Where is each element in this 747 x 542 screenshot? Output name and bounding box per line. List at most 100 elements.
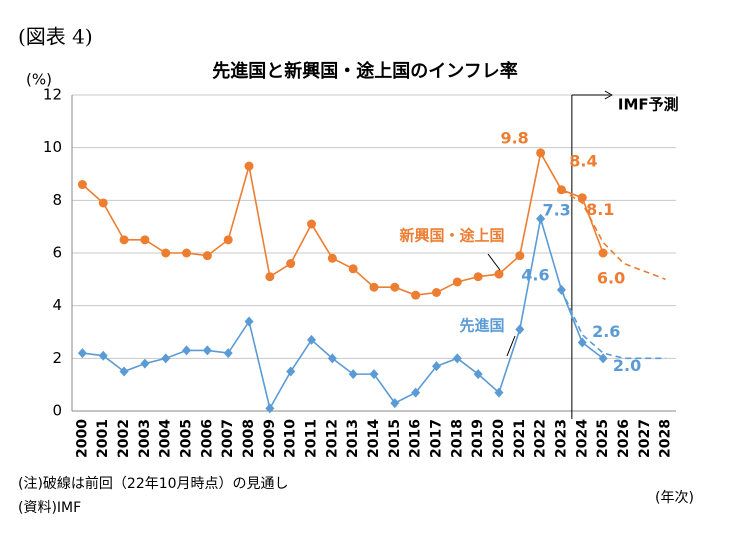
- x-tick-label: 2023: [553, 419, 569, 458]
- marker: [286, 366, 296, 377]
- marker: [577, 337, 587, 348]
- source: (資料)IMF: [18, 500, 81, 516]
- marker: [536, 148, 546, 158]
- y-axis-label: (%): [26, 71, 52, 89]
- x-tick-label: 2006: [199, 419, 215, 458]
- marker: [411, 387, 421, 398]
- marker: [140, 235, 150, 245]
- marker: [223, 235, 233, 245]
- marker: [536, 213, 546, 224]
- x-tick-label: 2007: [220, 419, 236, 458]
- series-label-pointer: [506, 335, 516, 357]
- forecast-label: IMF予測: [618, 96, 679, 114]
- marker: [390, 282, 400, 292]
- x-tick-label: 2001: [95, 419, 111, 458]
- marker: [161, 248, 171, 258]
- marker: [348, 264, 358, 274]
- marker: [431, 361, 441, 372]
- series-label: 先進国: [459, 317, 504, 335]
- x-tick-label: 2018: [449, 419, 465, 458]
- marker: [577, 193, 587, 203]
- marker: [140, 358, 150, 369]
- marker: [202, 251, 212, 261]
- marker: [473, 369, 483, 380]
- marker: [77, 348, 87, 359]
- marker: [98, 350, 108, 361]
- data-label: 6.0: [597, 269, 625, 288]
- marker: [431, 288, 441, 297]
- marker: [119, 235, 129, 245]
- data-label: 2.0: [613, 356, 641, 375]
- marker: [598, 248, 608, 258]
- marker: [452, 353, 462, 364]
- x-tick-label: 2027: [637, 419, 653, 458]
- marker: [223, 348, 233, 359]
- marker: [411, 290, 421, 300]
- x-tick-label: 2012: [324, 419, 340, 458]
- marker: [202, 345, 212, 356]
- marker: [265, 403, 275, 414]
- x-tick-label: 2008: [241, 419, 257, 458]
- chart-title: 先進国と新興国・途上国のインフレ率: [212, 60, 517, 82]
- marker: [244, 161, 254, 171]
- y-tick-label: 4: [52, 296, 62, 314]
- data-label: 2.6: [592, 322, 620, 341]
- marker: [515, 251, 525, 261]
- x-tick-label: 2025: [595, 419, 611, 458]
- x-tick-label: 2011: [304, 419, 320, 458]
- marker: [182, 345, 192, 356]
- data-label: 9.8: [500, 128, 528, 147]
- forecast-line: [561, 189, 666, 281]
- marker: [265, 272, 275, 282]
- marker: [119, 366, 129, 377]
- marker: [182, 248, 192, 258]
- marker: [244, 316, 254, 327]
- y-tick-label: 10: [43, 138, 62, 156]
- x-tick-label: 2021: [512, 419, 528, 458]
- data-label: 4.6: [521, 265, 549, 284]
- marker: [390, 398, 400, 409]
- x-tick-label: 2004: [158, 419, 174, 458]
- y-tick-label: 6: [52, 244, 62, 262]
- series-line: [82, 218, 604, 411]
- x-tick-label: 2028: [658, 419, 674, 458]
- x-axis-label: (年次): [655, 490, 694, 506]
- y-tick-label: 8: [52, 191, 62, 209]
- marker: [286, 259, 296, 269]
- x-tick-label: 2002: [116, 419, 132, 458]
- x-tick-label: 2015: [387, 419, 403, 458]
- x-tick-label: 2000: [74, 419, 90, 458]
- x-tick-label: 2009: [262, 419, 278, 458]
- x-tick-label: 2013: [345, 419, 361, 458]
- figure-label: (図表 4): [18, 25, 93, 49]
- marker: [515, 324, 525, 335]
- marker: [369, 282, 379, 292]
- marker: [369, 369, 379, 380]
- forecast-line: [560, 289, 666, 360]
- forecast-arrow-head: [604, 90, 613, 100]
- marker: [327, 353, 337, 364]
- data-label: 7.3: [542, 200, 570, 219]
- x-tick-label: 2024: [574, 419, 590, 458]
- marker: [598, 353, 608, 364]
- x-tick-label: 2020: [491, 419, 507, 458]
- x-tick-label: 2017: [428, 419, 444, 458]
- marker: [307, 219, 317, 229]
- y-tick-label: 12: [43, 86, 62, 104]
- marker: [77, 180, 87, 190]
- x-tick-label: 2026: [616, 419, 632, 458]
- x-tick-label: 2016: [408, 419, 424, 458]
- marker: [473, 272, 483, 282]
- marker: [348, 369, 358, 380]
- marker: [494, 387, 504, 398]
- marker: [452, 277, 462, 287]
- y-tick-label: 2: [52, 349, 62, 367]
- series-label-pointer: [487, 253, 501, 271]
- x-tick-label: 2003: [137, 419, 153, 458]
- y-tick-label: 0: [52, 402, 62, 420]
- x-tick-label: 2022: [533, 419, 549, 458]
- x-tick-label: 2010: [283, 419, 299, 458]
- marker: [98, 198, 108, 208]
- data-label: 8.4: [569, 151, 597, 170]
